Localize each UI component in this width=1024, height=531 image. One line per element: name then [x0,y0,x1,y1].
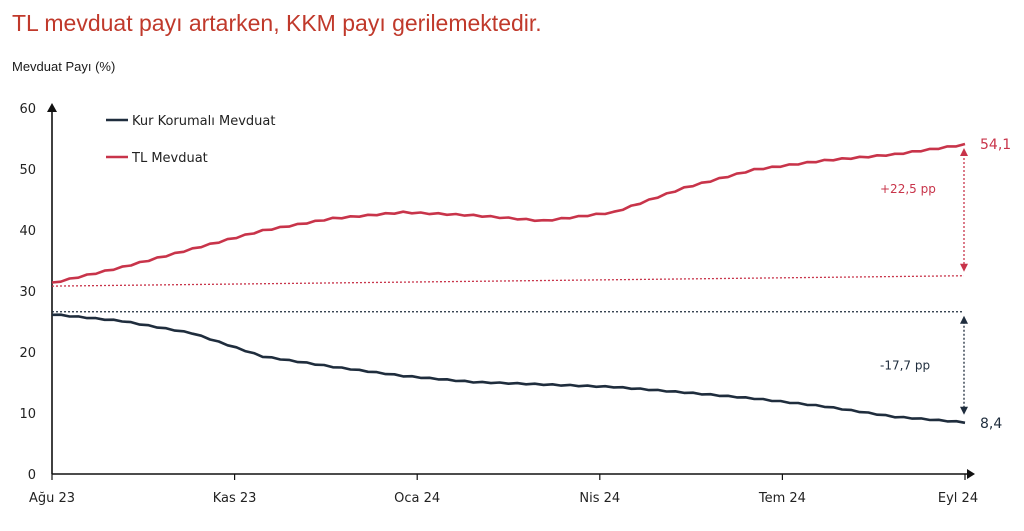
x-tick-label: Eyl 24 [938,491,978,506]
x-tick-label: Oca 24 [394,491,440,506]
y-axis-arrow [47,103,57,112]
y-tick-label: 10 [19,407,36,422]
y-tick-label: 50 [19,163,36,178]
x-tick-label: Nis 24 [579,491,620,506]
y-tick-label: 40 [19,224,36,239]
tl-change-arrow-head [960,147,968,156]
kkm-series-line [51,313,966,425]
legend-label-kkm: Kur Korumalı Mevduat [132,114,275,129]
x-tick-label: Kas 23 [213,491,257,506]
tl-baseline-dotted [51,275,965,287]
tl-change-label: +22,5 pp [880,182,936,196]
kkm-end-value-label: 8,4 [980,416,1002,432]
kkm-change-arrow-head [960,315,968,324]
tl-change-arrow-tail [960,263,968,272]
x-tick-label: Ağu 23 [29,491,75,506]
x-axis-arrow [967,469,975,479]
y-tick-label: 30 [19,285,36,300]
y-tick-label: 0 [28,468,36,483]
tl-end-value-label: 54,1 [980,137,1011,153]
y-axis-label: Mevduat Payı (%) [12,59,116,74]
chart-title: TL mevduat payı artarken, KKM payı geril… [12,10,542,36]
legend-label-tl: TL Mevduat [131,151,208,166]
kkm-change-label: -17,7 pp [880,359,930,373]
y-tick-label: 20 [19,346,36,361]
y-tick-label: 60 [19,102,36,117]
tl-series-line [51,142,966,284]
kkm-change-arrow-tail [960,406,968,415]
x-tick-label: Tem 24 [758,491,806,506]
